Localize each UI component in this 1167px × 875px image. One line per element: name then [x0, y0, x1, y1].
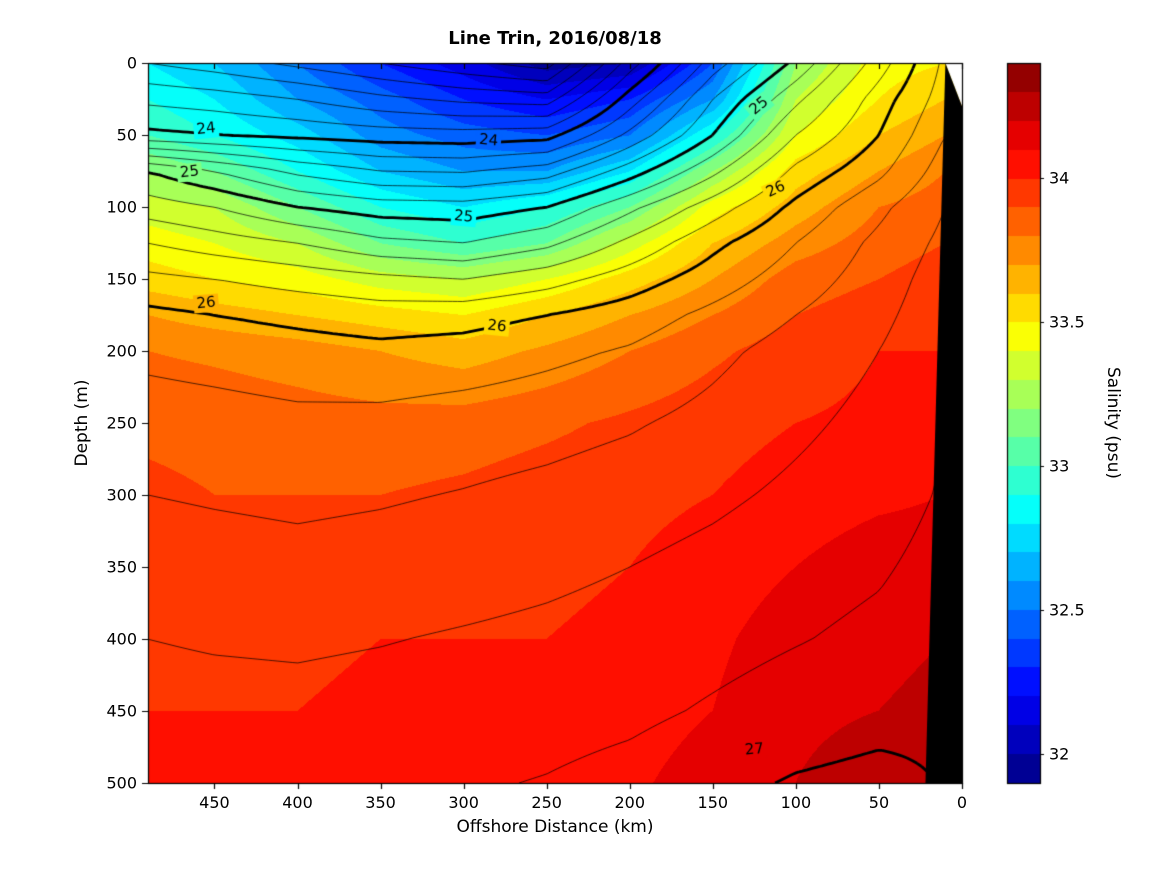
- y-tick-label: 450: [106, 701, 137, 721]
- y-tick-label: 150: [106, 269, 137, 289]
- x-tick-label: 100: [780, 793, 812, 812]
- x-tick-label: 400: [282, 793, 313, 812]
- x-tick-label: 200: [614, 793, 646, 812]
- x-tick-label: 150: [697, 793, 729, 812]
- y-tick-label: 500: [106, 773, 137, 793]
- y-tick-label: 400: [106, 629, 137, 649]
- x-axis-label: Offshore Distance (km): [456, 817, 654, 837]
- y-tick-label: 200: [106, 341, 137, 361]
- y-tick-label: 50: [116, 125, 137, 145]
- y-tick-label: 350: [106, 557, 137, 577]
- x-tick-label: 50: [868, 793, 890, 812]
- x-tick-label: 300: [448, 793, 479, 812]
- x-tick-label: 350: [365, 793, 396, 812]
- figure-title: Line Trin, 2016/08/18: [448, 28, 662, 49]
- x-tick-label: 0: [956, 793, 968, 812]
- colorbar-tick-label: 33: [1049, 456, 1070, 476]
- colorbar-tick-label: 32: [1049, 744, 1070, 764]
- y-tick-label: 100: [106, 197, 137, 217]
- y-tick-label: 250: [106, 413, 137, 433]
- colorbar-label: Salinity (psu): [1103, 367, 1123, 479]
- y-axis-label: Depth (m): [72, 379, 92, 467]
- colorbar-tick-label: 33.5: [1049, 312, 1085, 332]
- x-tick-label: 450: [199, 793, 230, 812]
- x-tick-label: 250: [531, 793, 562, 812]
- colorbar-tick-label: 34: [1049, 168, 1070, 188]
- y-tick-label: 300: [106, 485, 137, 505]
- colorbar-tick-label: 32.5: [1049, 600, 1085, 620]
- y-tick-label: 0: [126, 53, 137, 73]
